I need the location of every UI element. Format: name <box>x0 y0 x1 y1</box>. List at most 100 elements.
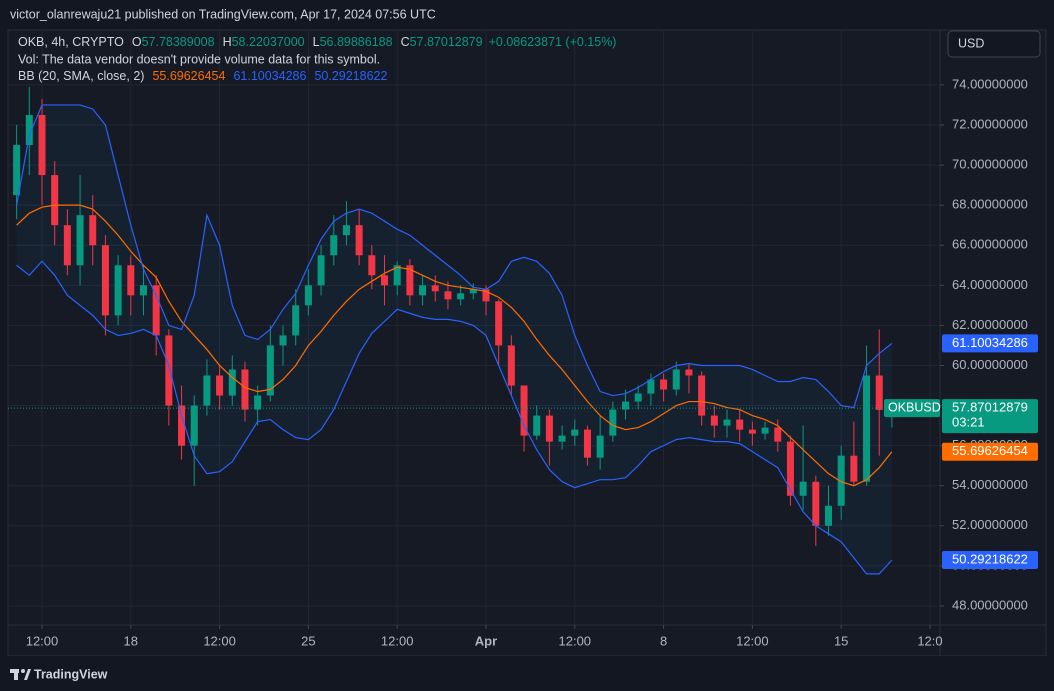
x-tick-label: 15 <box>834 633 848 648</box>
candle-body <box>25 114 33 146</box>
candle-body <box>672 369 680 390</box>
candle-body <box>114 265 122 316</box>
candle-body <box>723 419 731 426</box>
candle-body <box>812 481 820 526</box>
volume-note: Vol: The data vendor doesn't provide vol… <box>18 52 380 66</box>
candle-body <box>698 375 706 416</box>
y-tick-label: 52.00000000 <box>952 517 1028 532</box>
x-tick-label: Apr <box>475 633 497 648</box>
indicator-name: BB (20, SMA, close, 2) <box>18 69 144 83</box>
x-tick-label: 8 <box>660 633 667 648</box>
candle-body <box>520 385 528 436</box>
candle-body <box>190 405 198 446</box>
candle-body <box>406 265 414 296</box>
y-tick-label: 54.00000000 <box>952 477 1028 492</box>
grid: 48.0000000050.0000000052.0000000054.0000… <box>8 31 1028 648</box>
band-line <box>16 204 893 487</box>
candle-body <box>317 255 325 286</box>
candle-body <box>583 429 591 458</box>
legend-key: H <box>223 35 232 49</box>
currency-label[interactable]: USD <box>958 36 984 50</box>
legend-value: 57.87012879 <box>410 35 483 49</box>
y-tick-label: 60.00000000 <box>952 357 1028 372</box>
legend-value: 58.22037000 <box>232 35 305 49</box>
candle-body <box>368 255 376 276</box>
indicator-value: 55.69626454 <box>152 69 225 83</box>
candle-body <box>596 435 604 458</box>
y-tick-label: 70.00000000 <box>952 157 1028 172</box>
candle-body <box>279 335 287 346</box>
footer <box>0 656 1054 691</box>
candle-body <box>13 145 21 196</box>
candle-body <box>622 401 630 410</box>
candle-body <box>393 265 401 286</box>
price-tag <box>942 334 1038 353</box>
chart-panel <box>7 29 1047 657</box>
candle-body <box>507 345 515 386</box>
logo-part <box>14 669 18 680</box>
candle-body <box>51 175 59 226</box>
y-tick-label: 64.00000000 <box>952 277 1028 292</box>
candle-body <box>178 405 186 446</box>
legend-value: 57.78389008 <box>142 35 215 49</box>
brand-logo <box>10 669 31 680</box>
candle-body <box>444 291 452 300</box>
candle-body <box>863 375 871 482</box>
candle-body <box>571 429 579 436</box>
x-tick-label: 12:00 <box>203 633 236 648</box>
candle-body <box>152 285 160 336</box>
candle-body <box>660 379 668 390</box>
x-tick-label: 12:00 <box>559 633 592 648</box>
price-tag-label: 50.29218622 <box>952 551 1028 566</box>
price-tag <box>942 551 1038 570</box>
band-line <box>16 104 893 409</box>
legend-change: +0.08623871 (+0.15%) <box>489 35 617 49</box>
candle-body <box>342 225 350 236</box>
price-tag <box>942 399 1038 434</box>
logo-part <box>24 669 31 680</box>
candle-body <box>228 369 236 396</box>
candle-body <box>495 301 503 346</box>
candle-body <box>748 429 756 434</box>
y-tick-label: 72.00000000 <box>952 116 1028 131</box>
legend-indicator: BB (20, SMA, close, 2) 55.69626454 61.1003… <box>18 69 387 83</box>
candle-body <box>304 285 312 306</box>
price-tag-label: 57.87012879 <box>952 400 1028 415</box>
x-tick-label: 12:00 <box>736 633 769 648</box>
symbol-tag-label: OKBUSD <box>888 400 941 414</box>
candle-body <box>824 505 832 526</box>
symbol-line: OKB, 4h, CRYPTO <box>18 35 124 49</box>
candle-body <box>685 369 693 376</box>
symbol-tag <box>884 399 940 418</box>
candle-body <box>355 225 363 256</box>
candle-body <box>241 369 249 410</box>
x-tick-label: 12:00 <box>381 633 414 648</box>
candle-body <box>38 114 46 176</box>
candle-body <box>533 415 541 436</box>
candle-body <box>254 395 262 410</box>
candle-body <box>101 245 109 316</box>
candle-body <box>545 415 553 442</box>
price-tag-label: 55.69626454 <box>952 443 1028 458</box>
candle-body <box>292 305 300 336</box>
brand-name: TradingView <box>34 667 108 681</box>
indicator-value: 61.10034286 <box>233 69 306 83</box>
price-tag <box>942 442 1038 461</box>
candle-body <box>63 225 71 266</box>
candle-body <box>786 441 794 496</box>
candle-body <box>127 265 135 296</box>
candle-body <box>710 415 718 426</box>
indicator-value: 50.29218622 <box>314 69 387 83</box>
price-tags: 55.69626454 61.10034286 50.29218622 OKBUSD 5… <box>884 334 1038 570</box>
band-line <box>16 260 893 575</box>
candle-body <box>558 435 566 442</box>
candle-body <box>431 285 439 292</box>
currency-button[interactable] <box>947 30 1041 58</box>
legend-key: O <box>132 35 142 49</box>
candle-body <box>850 455 858 482</box>
candle-body <box>609 409 617 436</box>
candle-body <box>139 285 147 296</box>
candle-body <box>381 275 389 286</box>
x-tick-label: 12:00 <box>26 633 59 648</box>
